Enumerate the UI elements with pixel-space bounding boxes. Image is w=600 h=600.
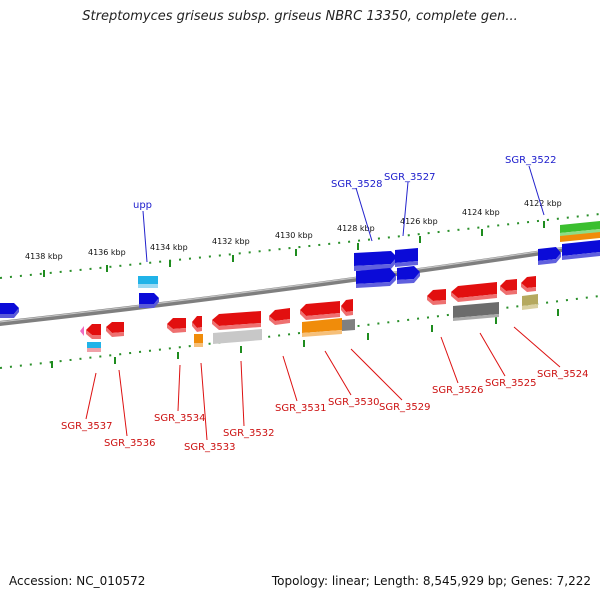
top-gene-labels: upp SGR_3528 SGR_3527 SGR_3522	[133, 155, 557, 211]
lower-major-ticks	[51, 309, 559, 368]
scale-labels: 4138 kbp 4136 kbp 4134 kbp 4132 kbp 4130…	[25, 199, 562, 261]
scale-label: 4138 kbp	[25, 252, 63, 261]
gene-label-sgr3522[interactable]: SGR_3522	[505, 155, 557, 166]
bottom-gene-labels: SGR_3537 SGR_3536 SGR_3534 SGR_3533 SGR_…	[61, 369, 589, 453]
gene-feature-sgr3525[interactable]	[451, 282, 497, 298]
scale-label: 4124 kbp	[462, 208, 500, 217]
gene-label-sgr3530[interactable]: SGR_3530	[328, 397, 380, 408]
gene-feature[interactable]	[560, 232, 600, 242]
gene-label-sgr3529[interactable]: SGR_3529	[379, 402, 431, 413]
gene-feature[interactable]	[87, 342, 101, 348]
gene-feature-sgr3527[interactable]	[395, 248, 418, 263]
gene-feature[interactable]	[138, 276, 158, 286]
gene-feature[interactable]	[356, 268, 396, 284]
gene-feature-sgr3528[interactable]	[354, 251, 397, 266]
gene-label-sgr3526[interactable]: SGR_3526	[432, 385, 484, 396]
gene-feature[interactable]	[213, 329, 262, 344]
scale-label: 4126 kbp	[400, 217, 438, 226]
gene-feature-sgr3524[interactable]	[521, 276, 536, 288]
gene-label-sgr3524[interactable]: SGR_3524	[537, 369, 589, 380]
top-callouts	[142, 165, 545, 263]
scale-label: 4134 kbp	[150, 243, 188, 252]
upper-scale-dots	[0, 213, 600, 279]
gene-feature-sgr3530[interactable]	[300, 301, 340, 316]
gene-feature-sgr3531[interactable]	[269, 308, 290, 321]
scale-label: 4130 kbp	[275, 231, 313, 240]
gene-label-sgr3533[interactable]: SGR_3533	[184, 442, 236, 453]
gene-label-sgr3525[interactable]: SGR_3525	[485, 378, 537, 389]
upper-major-ticks	[43, 221, 545, 277]
gene-feature[interactable]	[194, 334, 203, 343]
gene-feature[interactable]	[80, 326, 84, 336]
gene-label-sgr3527[interactable]: SGR_3527	[384, 172, 436, 183]
gene-label-sgr3536[interactable]: SGR_3536	[104, 438, 156, 449]
gene-feature-sgr3526[interactable]	[427, 289, 446, 301]
gene-feature[interactable]	[0, 303, 19, 314]
scale-label: 4136 kbp	[88, 248, 126, 257]
accession-text: Accession: NC_010572	[9, 574, 146, 588]
gene-feature-sgr3537[interactable]	[86, 324, 101, 335]
scale-label: 4122 kbp	[524, 199, 562, 208]
gene-label-sgr3537[interactable]: SGR_3537	[61, 421, 113, 432]
gene-feature[interactable]	[397, 266, 420, 280]
genome-summary-text: Topology: linear; Length: 8,545,929 bp; …	[271, 574, 591, 588]
gene-feature[interactable]	[500, 279, 517, 291]
bottom-callouts	[85, 326, 561, 441]
gene-feature[interactable]	[522, 294, 538, 306]
gene-feature-sgr3536[interactable]	[106, 322, 124, 333]
gene-feature-sgr3532[interactable]	[212, 311, 261, 326]
gene-label-sgr3531[interactable]: SGR_3531	[275, 403, 327, 414]
gene-feature-sgr3529[interactable]	[341, 299, 353, 312]
gene-feature-sgr3534[interactable]	[167, 318, 186, 329]
gene-feature[interactable]	[302, 318, 342, 333]
chromosome-backbone	[0, 241, 600, 326]
gene-label-sgr3534[interactable]: SGR_3534	[154, 413, 206, 424]
gene-feature[interactable]	[453, 302, 499, 318]
gene-label-upp[interactable]: upp	[133, 200, 152, 211]
gene-label-sgr3528[interactable]: SGR_3528	[331, 179, 383, 190]
map-title: Streptomyces griseus subsp. griseus NBRC…	[82, 9, 518, 24]
gene-feature-sgr3522[interactable]	[538, 247, 561, 261]
scale-label: 4132 kbp	[212, 237, 250, 246]
gene-feature[interactable]	[342, 319, 355, 331]
gene-feature-upp[interactable]	[139, 293, 159, 304]
gene-label-sgr3532[interactable]: SGR_3532	[223, 428, 275, 439]
scale-label: 4128 kbp	[337, 224, 375, 233]
